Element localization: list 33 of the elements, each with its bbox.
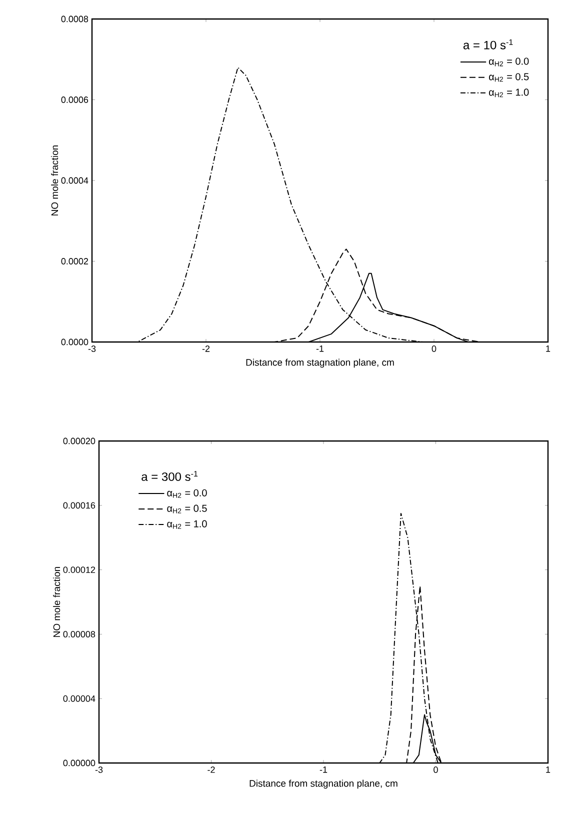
y-tick-label: 0.0004: [61, 177, 88, 184]
y-tick-label: 0.00020: [63, 438, 96, 444]
legend-label: α$_{H2}$ = 0.5: [167, 504, 207, 514]
x-tick-label: 1: [546, 346, 550, 352]
y-tick-label: 0.00000: [63, 760, 96, 766]
y-tick-label: 0.0000: [61, 338, 88, 346]
legend-title: a = 10 s$^{-1}$: [463, 39, 513, 50]
y-tick-label: 0.00004: [63, 695, 96, 702]
x-axis-title: Distance from stagnation plane, cm: [250, 780, 398, 789]
legend-title: a = 300 s$^{-1}$: [142, 470, 198, 481]
legend-label: α$_{H2}$ = 0.0: [167, 489, 207, 498]
x-tick-label: -3: [88, 346, 96, 352]
x-tick-label: -3: [95, 766, 103, 773]
legend-label: α$_{H2}$ = 0.0: [489, 58, 529, 66]
x-tick-label: -1: [316, 346, 324, 352]
y-tick-label: 0.00012: [63, 566, 96, 573]
y-tick-label: 0.00016: [63, 502, 96, 509]
x-axis-title: Distance from stagnation plane, cm: [246, 358, 394, 368]
legend-label: α$_{H2}$ = 0.5: [489, 73, 529, 82]
x-tick-label: -2: [202, 346, 210, 352]
y-tick-label: 0.0006: [61, 96, 88, 103]
x-tick-label: -1: [320, 766, 328, 773]
y-axis-title: NO mole fraction: [51, 145, 58, 216]
y-tick-label: 0.00008: [63, 631, 96, 638]
y-tick-label: 0.0002: [61, 258, 88, 264]
y-axis-title: NO mole fraction: [53, 566, 60, 637]
legend-label: α$_{H2}$ = 1.0: [489, 88, 529, 98]
y-tick-label: 0.0008: [61, 16, 88, 22]
x-tick-label: 0: [434, 766, 438, 773]
x-tick-label: 1: [546, 766, 550, 773]
legend-label: α$_{H2}$ = 1.0: [167, 520, 207, 529]
x-tick-label: 0: [432, 346, 436, 352]
x-tick-label: -2: [208, 766, 215, 773]
